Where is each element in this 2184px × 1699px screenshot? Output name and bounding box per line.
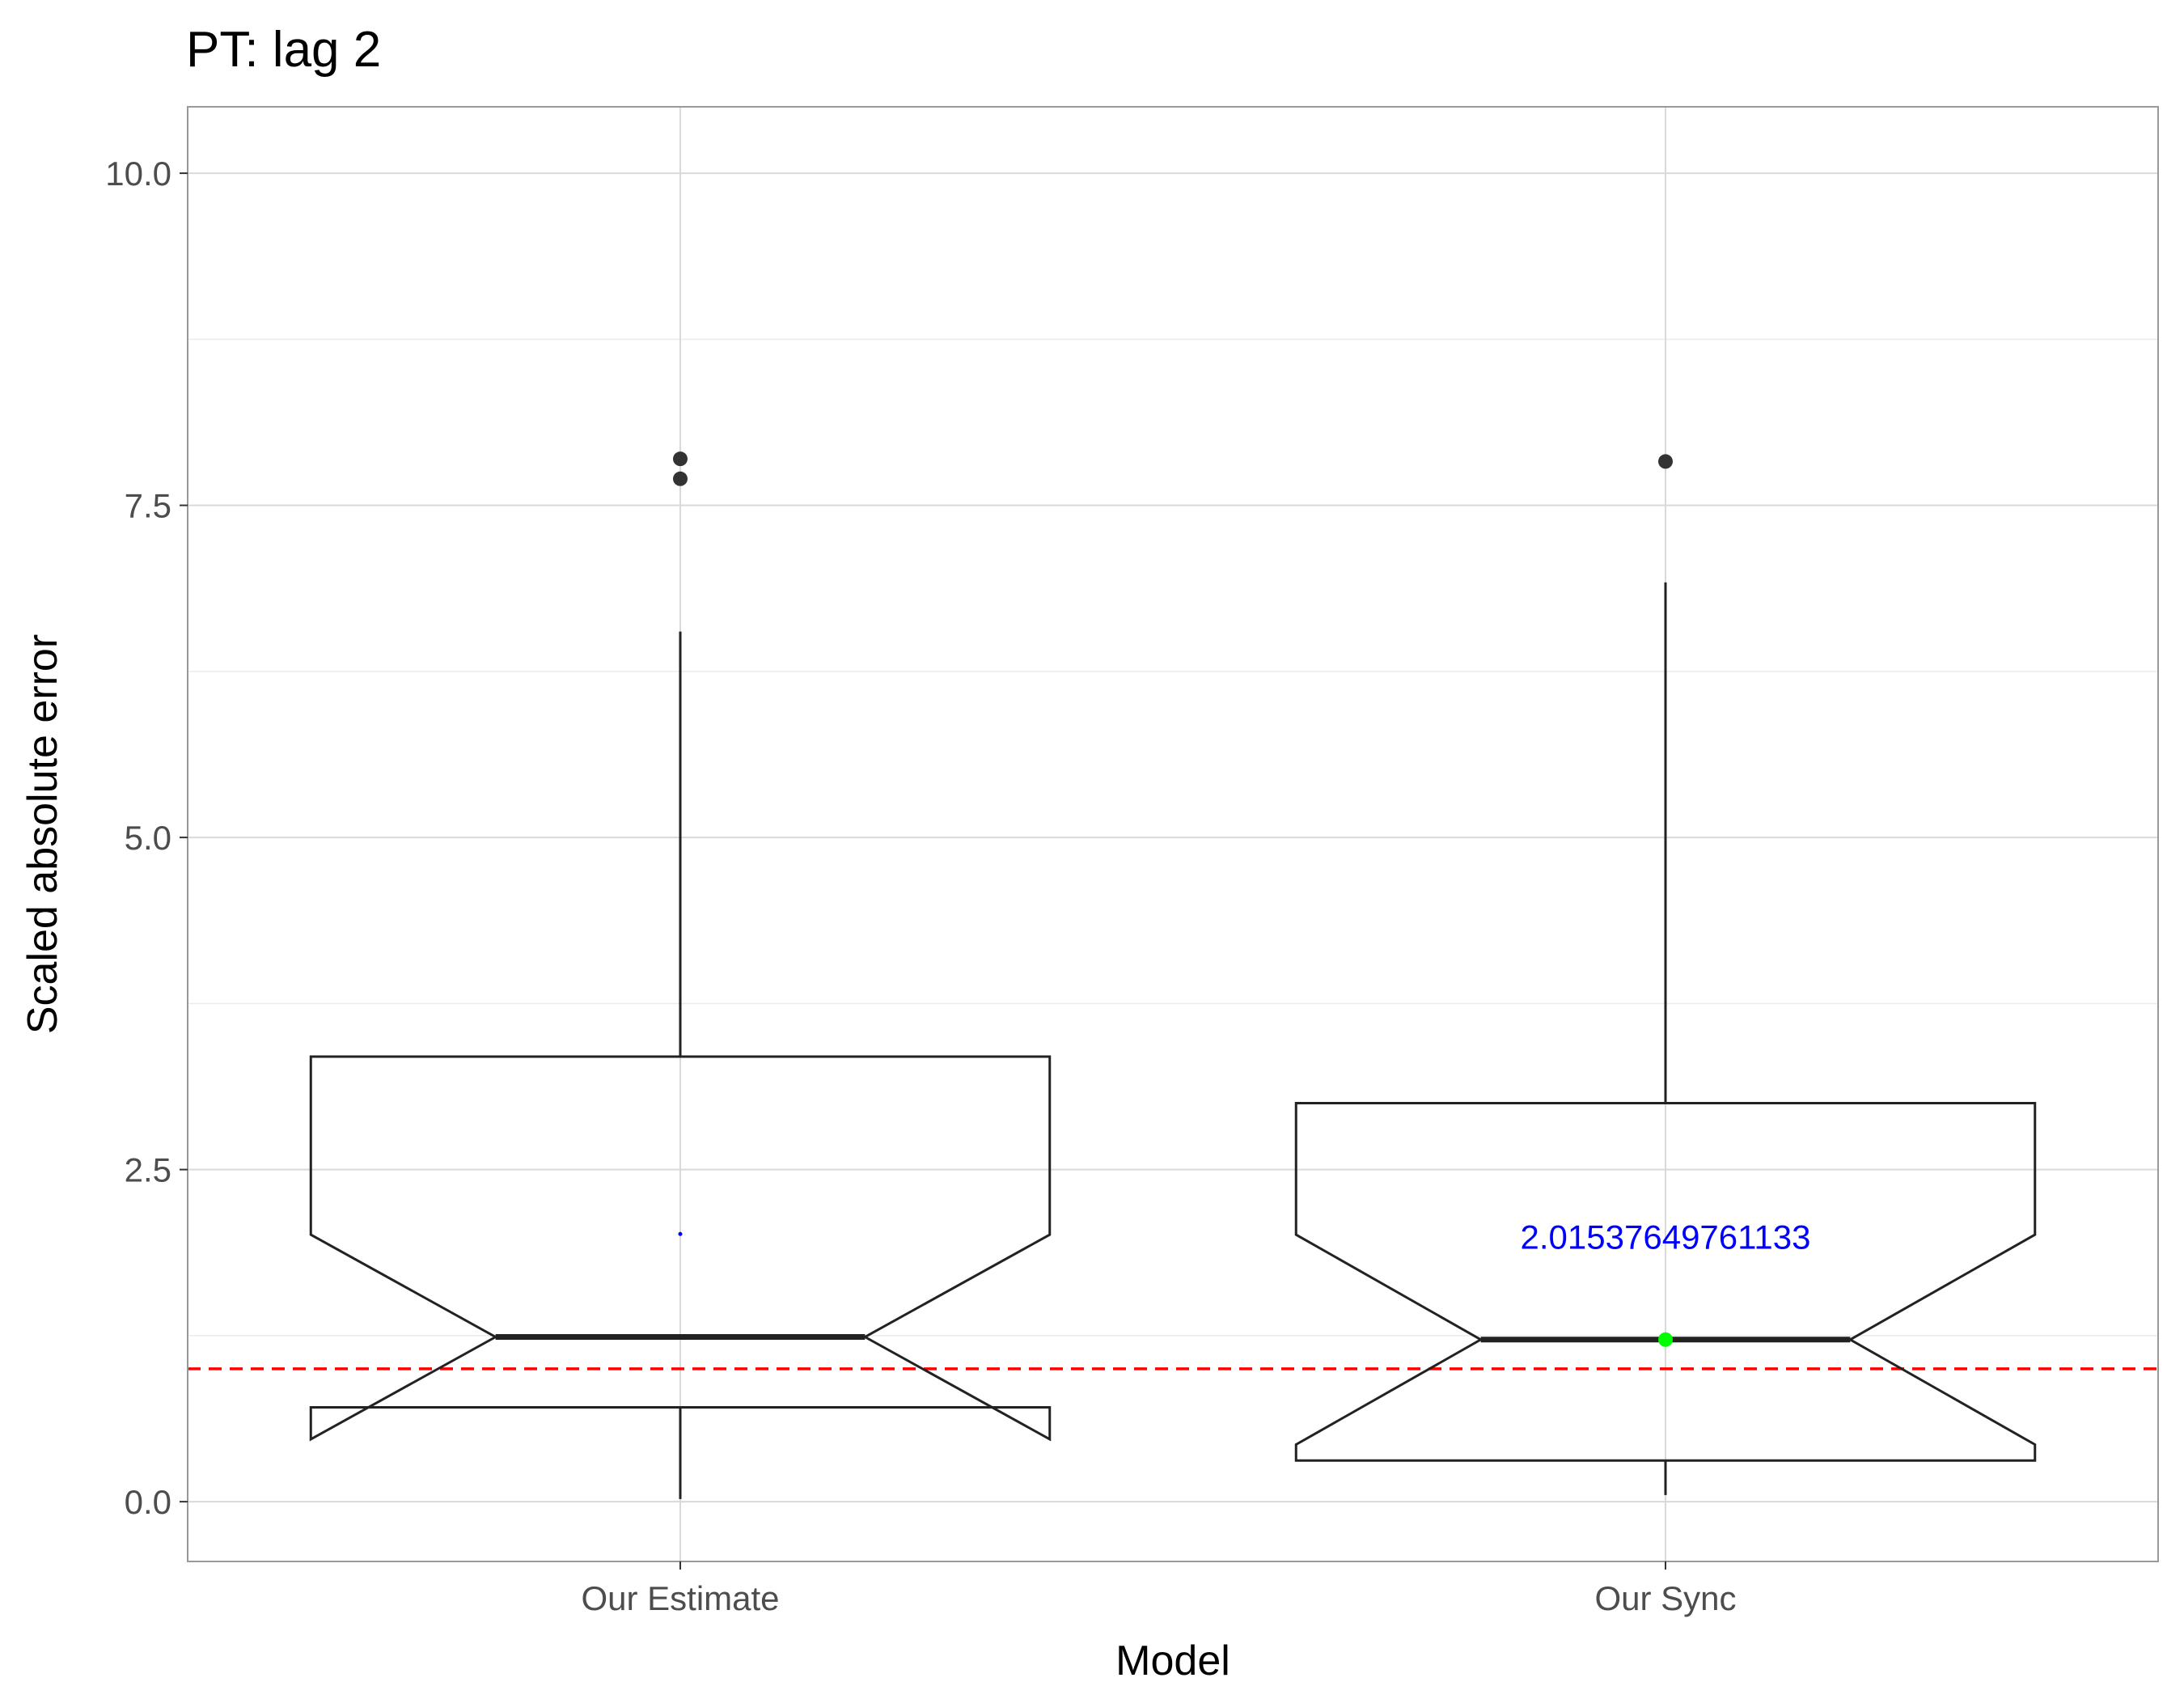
y-tick-label: 10.0 [105,155,171,193]
mean-marker-sync [1658,1332,1673,1347]
mean-value-label: 2.01537649761133 [1521,1218,1811,1256]
panel-border [187,106,2159,1562]
box-body [309,1055,1052,1442]
box-our-estimate [309,451,1052,1499]
y-tick-label: 0.0 [125,1483,171,1521]
y-tick-label: 5.0 [125,819,171,857]
y-axis-title: Scaled absolute error [19,634,66,1034]
x-axis-title: Model [1115,1638,1230,1684]
y-axis: 0.0 2.5 5.0 7.5 10.0 [105,155,188,1521]
outlier-point [1658,454,1673,469]
box-body [1294,1102,2037,1462]
boxes-group: 2.01537649761133 [309,451,2037,1499]
y-tick-label: 7.5 [125,487,171,525]
x-axis: Our Estimate Our Sync [581,1561,1737,1617]
grid-lines [188,107,2158,1561]
mean-marker-estimate [678,1231,683,1236]
outlier-point [673,451,688,467]
y-tick-label: 2.5 [125,1151,171,1189]
chart-title: PT: lag 2 [186,22,381,78]
x-tick-label: Our Sync [1594,1579,1736,1617]
outlier-point [673,471,688,486]
x-tick-label: Our Estimate [581,1579,779,1617]
